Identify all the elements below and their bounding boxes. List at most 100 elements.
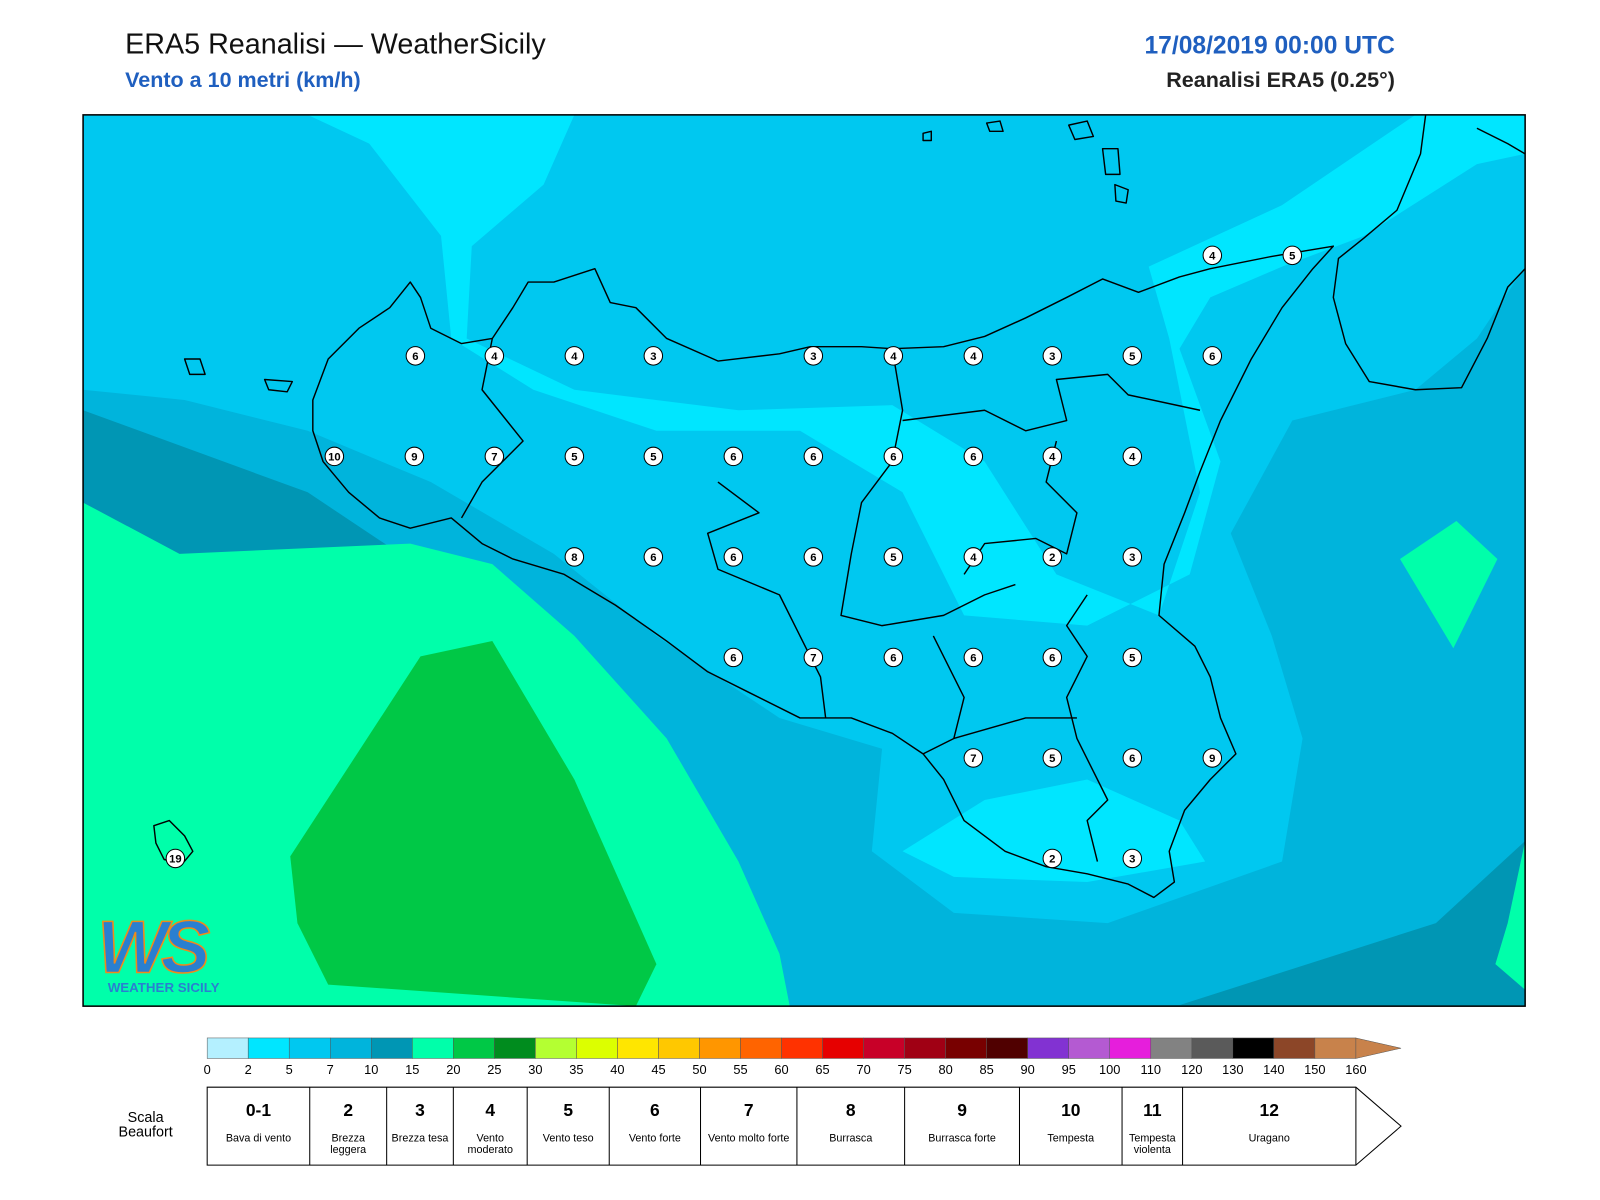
egadi-2 (263, 378, 294, 393)
station-value: 5 (571, 452, 577, 464)
logo-mark: WS (97, 905, 210, 988)
beaufort-label: Scala Beaufort (118, 1109, 173, 1140)
station-marker (1042, 848, 1063, 869)
map: 4 5 6 4 4 3 3 4 4 3 5 6 10 9 7 5 5 6 6 6 6 4 4 8 6 6 6 5 4 2 3 6 7 6 6 6 5 7 5… (83, 114, 1526, 1007)
beaufort-force: 10 (1061, 1100, 1080, 1120)
colorbar-segment (822, 1037, 864, 1059)
station-value: 3 (1049, 351, 1055, 363)
source: Reanalisi ERA5 (0.25°) (1166, 68, 1395, 92)
colorbar-segment (1314, 1037, 1357, 1059)
colorbar-tick-label: 20 (446, 1062, 460, 1077)
beaufort-name: Vento molto forte (707, 1133, 790, 1145)
station-marker (963, 547, 984, 567)
station-marker (723, 547, 744, 567)
beaufort-name: Uragano (1248, 1133, 1290, 1145)
beaufort-name-box: Vento teso (542, 1133, 594, 1145)
beaufort-name: Tempesta violenta (1128, 1133, 1176, 1156)
station-marker (564, 446, 585, 467)
colorbar-segment (247, 1037, 290, 1059)
station-marker (1042, 547, 1063, 567)
colorbar-segment (1273, 1037, 1316, 1059)
station-marker (643, 547, 664, 567)
station-value: 6 (1209, 351, 1215, 363)
lipari (1101, 147, 1121, 176)
beaufort-name-box: Vento molto forte (707, 1133, 790, 1145)
station-marker (723, 446, 744, 467)
colorbar-segment (781, 1037, 823, 1059)
colorbar-segment (986, 1037, 1028, 1059)
beaufort-box (206, 1086, 1402, 1166)
station-marker (1202, 748, 1223, 768)
vulcano (1114, 183, 1129, 204)
station-value: 6 (730, 452, 736, 464)
map-frame (82, 114, 1526, 1007)
station-marker (405, 346, 426, 366)
colorbar-segment (658, 1037, 700, 1059)
beaufort-name: Burrasca forte (928, 1133, 996, 1145)
ustica (922, 130, 932, 142)
beaufort-force: 9 (957, 1100, 967, 1120)
station-marker (404, 446, 425, 467)
station-value: 3 (650, 351, 656, 363)
station-marker (1202, 346, 1223, 366)
station-marker (883, 647, 904, 668)
beaufort-force: 2 (343, 1100, 353, 1120)
colorbar-tick-label: 45 (651, 1062, 665, 1077)
beaufort-force: 7 (744, 1100, 754, 1120)
colorbar-segment (288, 1037, 331, 1059)
station-value: 4 (1129, 452, 1136, 464)
station-marker (1122, 446, 1143, 467)
colorbar-tick-label: 85 (980, 1062, 994, 1077)
station-marker (564, 346, 585, 366)
station-value: 3 (1129, 854, 1135, 866)
colorbar-tick-label: 70 (856, 1062, 870, 1077)
station-value: 6 (412, 351, 418, 363)
colorbar-tick-label: 7 (327, 1062, 334, 1077)
station-value: 10 (328, 452, 341, 464)
province-7 (922, 635, 965, 755)
station-marker (803, 346, 824, 366)
station-marker (963, 446, 984, 467)
colorbar-tick-label: 40 (610, 1062, 624, 1077)
colorbar-tick-label: 90 (1021, 1062, 1035, 1077)
beaufort-force: 12 (1260, 1100, 1279, 1120)
beaufort-name-box: Burrasca (829, 1133, 872, 1143)
colorbar-segment (412, 1037, 454, 1059)
shade-15-20-se (1495, 841, 1526, 990)
station-marker (723, 647, 744, 668)
beaufort-name: Vento teso (542, 1133, 594, 1145)
station-marker (883, 547, 904, 567)
station-value: 6 (730, 653, 736, 665)
salina (1068, 120, 1095, 141)
colorbar-segment (1027, 1037, 1069, 1059)
colorbar-tick-label: 15 (405, 1062, 419, 1077)
legend: 0 2 5 7 10 15 20 25 30 35 40 45 50 55 60 65 70 75 80 85 90 95… (118, 1037, 1402, 1166)
beaufort-name-box: Burrasca forte (928, 1133, 996, 1145)
province-8 (953, 717, 1077, 740)
station-value: 5 (1289, 250, 1295, 262)
colorbar-tick-label: 120 (1181, 1062, 1202, 1077)
colorbar-segment (371, 1037, 413, 1059)
station-value: 4 (1209, 250, 1216, 262)
colorbar-segment (329, 1037, 372, 1059)
colorbar-segment (1150, 1037, 1193, 1059)
colorbar-segment (1109, 1037, 1152, 1059)
colorbar-tick-label: 25 (487, 1062, 501, 1077)
station-marker (643, 446, 664, 467)
beaufort-force: 8 (846, 1100, 856, 1120)
station-value: 4 (970, 351, 977, 363)
station-marker (165, 848, 186, 869)
colorbar-tick-label: 55 (733, 1062, 747, 1077)
beaufort-force: 11 (1143, 1100, 1162, 1120)
colorbar-arrow (1355, 1037, 1402, 1059)
egadi-1 (183, 358, 206, 376)
colorbar-segment (1232, 1037, 1275, 1059)
station-value: 2 (1049, 552, 1055, 564)
station-marker (1122, 848, 1143, 869)
logo-name: WEATHER SICILY (108, 980, 220, 995)
shade-5-7-nw (83, 114, 175, 236)
station-value: 6 (730, 552, 736, 564)
station-marker (963, 748, 984, 768)
station-marker (643, 346, 664, 366)
